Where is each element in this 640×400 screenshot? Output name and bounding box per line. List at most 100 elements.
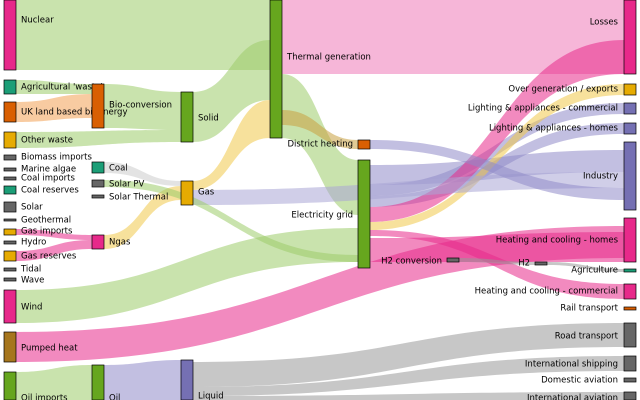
node [91,179,105,188]
node-label: Pumped heat [21,344,78,354]
node [623,322,637,348]
node [3,0,17,71]
node-label: Rail transport [560,304,618,314]
node [180,91,194,143]
node [3,154,17,161]
flow-link [16,228,358,323]
node [623,355,637,372]
node [623,306,637,311]
node [3,289,17,324]
node-label: Nuclear [21,16,54,26]
node-label: Oil imports [21,394,68,400]
flow-link [370,103,624,196]
node-label: Hydro [21,238,46,248]
node [269,0,283,139]
node-label: Agricultural 'waste' [21,83,103,93]
node-label: Coal reserves [21,186,79,196]
node [91,234,105,250]
flow-link [370,84,624,230]
node [534,261,548,266]
node [623,102,637,115]
node-label: Agriculture [571,266,618,276]
node [3,167,17,172]
flow-link [104,84,181,130]
node-label: Coal [109,164,128,174]
node-label: Electricity grid [291,211,353,221]
node [3,371,17,400]
node-label: Industry [583,172,618,182]
node [91,364,105,400]
node-label: District heating [287,140,353,150]
node [3,250,17,262]
node [3,240,17,245]
node-label: Other waste [21,136,73,146]
node-label: Solar Thermal [109,193,168,203]
flow-link [193,100,270,190]
node-label: Ngas [109,238,131,248]
flow-link [370,40,624,222]
node-label: H2 [518,259,530,269]
node [623,0,637,75]
node-label: Wind [21,303,42,313]
node-label: H2 conversion [381,257,442,267]
node-label: UK land based bioenergy [21,108,128,118]
flow-link [193,323,624,387]
flow-link [104,180,358,262]
nodes: Nuclear Agricultural 'waste' UK land based… [3,0,637,400]
node-label: Geothermal [21,216,71,226]
flow-link [16,365,92,400]
flow-link [193,392,624,400]
flow-link [282,110,358,149]
node [3,267,17,272]
node [357,159,371,269]
node-label: International aviation [527,394,618,400]
node-label: Tidal [20,265,41,275]
flow-link [16,94,92,122]
node-label: Biomass imports [21,153,93,163]
node-label: International shipping [525,360,618,370]
node [3,201,17,213]
flow-link [16,130,181,148]
node-label: Bio-conversion [109,101,172,111]
flow-link [547,262,624,272]
node-label: Gas reserves [21,252,77,262]
node [446,257,460,263]
flow-link [370,140,624,200]
node-label: Solid [198,114,219,124]
flow-link [370,230,624,299]
node-label: Gas [198,188,215,198]
node-label: Road transport [555,332,619,342]
node [623,391,637,400]
node [623,141,637,211]
node [3,218,17,222]
node-label: Losses [590,18,619,28]
links [16,0,624,400]
node-label: Oil [109,394,120,400]
flow-link [459,258,535,265]
node [3,185,17,195]
node-label: Thermal generation [286,53,371,63]
flow-link [282,74,358,215]
node [91,161,105,174]
node [623,283,637,300]
node-label: Solar PV [109,180,144,190]
node-label: Marine algae [21,165,76,175]
node-label: Liquid [198,392,224,400]
flow-link [16,0,270,70]
node [623,377,637,383]
flow-link [104,162,181,186]
node [91,83,105,129]
node-label: Lighting & appliances - commercial [468,104,618,114]
node [3,79,17,95]
node [180,359,194,400]
flow-link [16,240,92,261]
node [357,139,371,150]
flow-link [16,229,92,240]
node [3,101,17,123]
node [623,217,637,263]
node-label: Domestic aviation [541,376,618,386]
flow-link [16,80,92,94]
node-label: Coal imports [21,174,75,184]
node [3,228,17,236]
